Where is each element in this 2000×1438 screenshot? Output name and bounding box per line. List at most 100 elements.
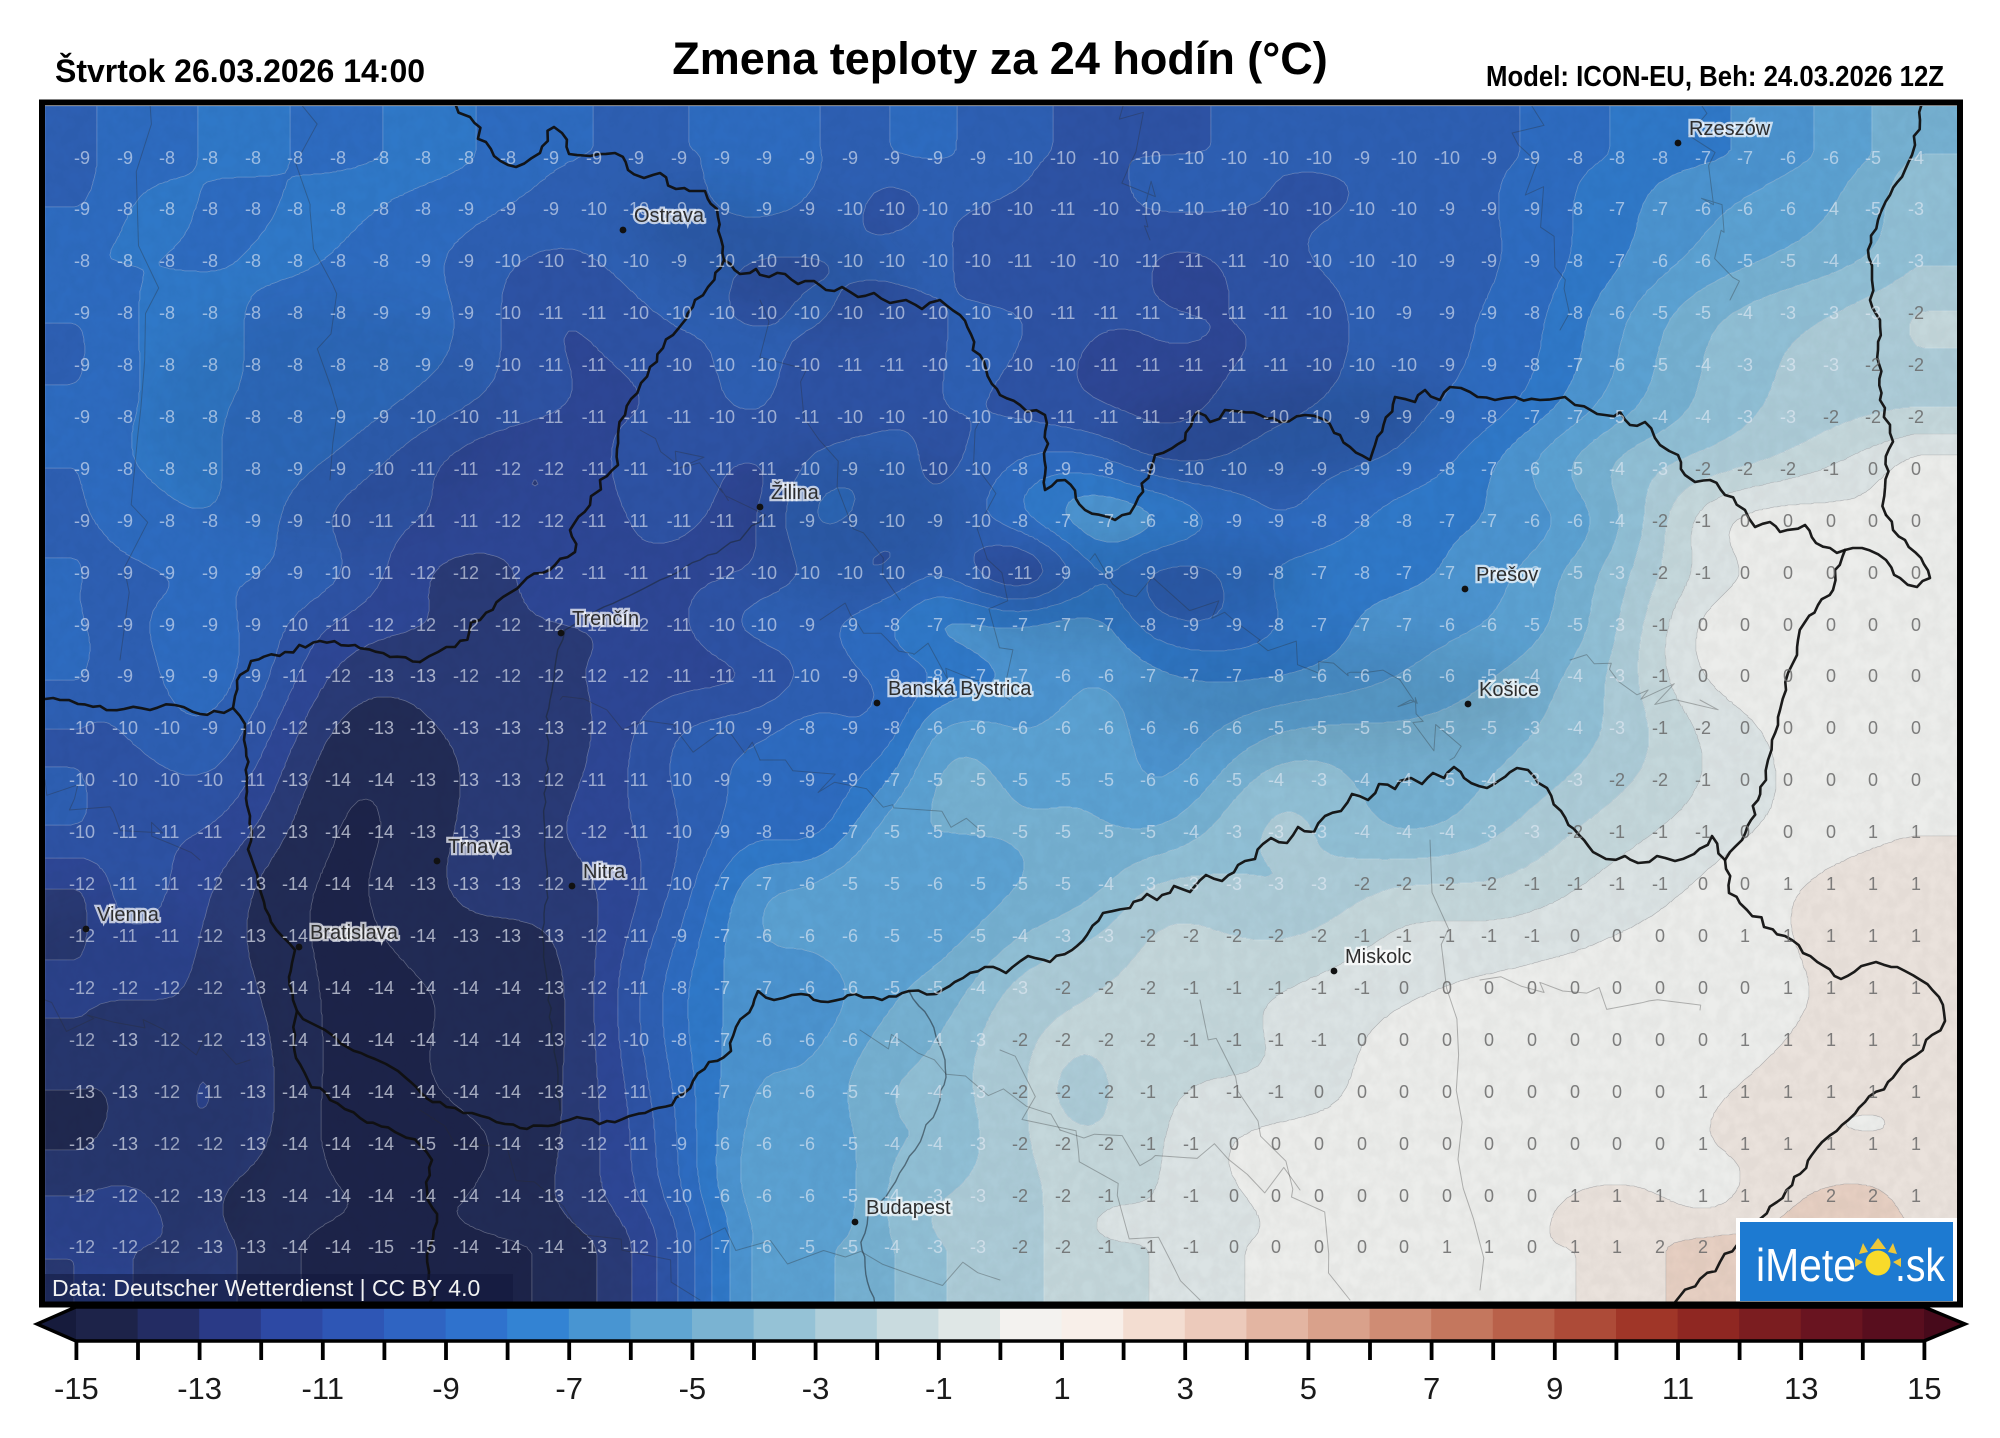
svg-text:-7: -7: [714, 1030, 730, 1050]
svg-text:-9: -9: [159, 615, 175, 635]
svg-text:-7: -7: [1737, 148, 1753, 168]
svg-text:11: 11: [1662, 1371, 1694, 1406]
svg-text:-11: -11: [1264, 355, 1289, 375]
svg-text:1: 1: [1740, 926, 1750, 946]
svg-text:-10: -10: [1391, 148, 1417, 168]
svg-text:-11: -11: [880, 355, 905, 375]
svg-text:0: 0: [1911, 615, 1921, 635]
svg-text:-14: -14: [325, 1134, 351, 1154]
svg-text:1: 1: [1783, 1134, 1793, 1154]
svg-text:-13: -13: [282, 822, 308, 842]
svg-text:-8: -8: [159, 355, 175, 375]
svg-text:0: 0: [1740, 615, 1750, 635]
svg-text:1: 1: [1911, 874, 1921, 894]
svg-text:-2: -2: [1012, 1134, 1028, 1154]
svg-text:0: 0: [1484, 1134, 1494, 1154]
svg-text:0: 0: [1612, 1030, 1622, 1050]
svg-text:-1: -1: [1183, 978, 1199, 998]
svg-text:-10: -10: [197, 770, 223, 790]
svg-text:-11: -11: [1051, 199, 1076, 219]
svg-text:-9: -9: [74, 303, 90, 323]
svg-text:-6: -6: [1481, 563, 1497, 583]
svg-text:-10: -10: [965, 459, 991, 479]
svg-text:0: 0: [1399, 1030, 1409, 1050]
svg-text:-10: -10: [1391, 355, 1417, 375]
svg-text:15: 15: [1907, 1371, 1941, 1406]
svg-text:-14: -14: [495, 1030, 521, 1050]
svg-text:-9: -9: [202, 666, 218, 686]
svg-text:-8: -8: [1012, 459, 1028, 479]
svg-text:1: 1: [1911, 978, 1921, 998]
svg-text:-8: -8: [884, 615, 900, 635]
svg-text:Miskolc: Miskolc: [1345, 946, 1412, 968]
svg-text:-8: -8: [159, 251, 175, 271]
svg-text:-8: -8: [74, 251, 90, 271]
svg-text:0: 0: [1783, 770, 1793, 790]
svg-text:9: 9: [1546, 1371, 1563, 1406]
svg-text:-8: -8: [202, 407, 218, 427]
svg-text:-11: -11: [624, 718, 649, 738]
svg-text:-5: -5: [842, 874, 858, 894]
svg-text:-8: -8: [373, 199, 389, 219]
svg-text:-8: -8: [1012, 511, 1028, 531]
svg-text:-10: -10: [837, 563, 863, 583]
svg-text:13: 13: [1784, 1371, 1818, 1406]
svg-text:Model: ICON-EU, Beh: 24.03.202: Model: ICON-EU, Beh: 24.03.2026 12Z: [1486, 61, 1944, 93]
svg-text:-3: -3: [1780, 407, 1796, 427]
svg-text:-2: -2: [1268, 926, 1284, 946]
svg-text:-11: -11: [1051, 407, 1076, 427]
svg-text:-14: -14: [282, 1134, 308, 1154]
svg-text:-3: -3: [1823, 303, 1839, 323]
svg-text:-5: -5: [1055, 822, 1071, 842]
svg-text:-6: -6: [799, 926, 815, 946]
svg-text:-12: -12: [538, 511, 564, 531]
svg-text:-12: -12: [453, 563, 479, 583]
svg-text:-2: -2: [1908, 355, 1924, 375]
svg-text:-9: -9: [432, 1371, 460, 1406]
svg-text:-8: -8: [1268, 666, 1284, 686]
svg-text:-12: -12: [495, 563, 521, 583]
svg-text:Vienna: Vienna: [97, 904, 160, 926]
svg-text:1: 1: [1484, 1237, 1494, 1257]
svg-text:-2: -2: [1055, 1134, 1071, 1154]
svg-text:-9: -9: [159, 666, 175, 686]
svg-text:-10: -10: [666, 1186, 692, 1206]
svg-text:-10: -10: [495, 303, 521, 323]
svg-text:-13: -13: [240, 1134, 266, 1154]
svg-text:-8: -8: [245, 407, 261, 427]
svg-text:-12: -12: [69, 1186, 95, 1206]
svg-text:1: 1: [1911, 1134, 1921, 1154]
svg-text:-6: -6: [1780, 199, 1796, 219]
svg-text:-11: -11: [624, 770, 649, 790]
svg-text:-13: -13: [495, 926, 521, 946]
svg-text:-11: -11: [710, 666, 735, 686]
svg-text:-1: -1: [1524, 874, 1540, 894]
svg-text:-6: -6: [1439, 666, 1455, 686]
svg-text:-11: -11: [302, 1371, 345, 1406]
svg-text:1: 1: [1740, 1186, 1750, 1206]
svg-text:-5: -5: [1652, 303, 1668, 323]
svg-text:-9: -9: [842, 718, 858, 738]
svg-text:-5: -5: [1012, 874, 1028, 894]
svg-text:-6: -6: [799, 1030, 815, 1050]
svg-text:-10: -10: [1007, 148, 1033, 168]
svg-text:-3: -3: [1908, 251, 1924, 271]
svg-text:0: 0: [1911, 666, 1921, 686]
svg-text:-13: -13: [453, 926, 479, 946]
svg-text:-2: -2: [1140, 978, 1156, 998]
svg-text:-5: -5: [842, 1134, 858, 1154]
svg-text:-9: -9: [1524, 148, 1540, 168]
svg-text:-12: -12: [410, 615, 436, 635]
svg-text:0: 0: [1314, 1134, 1324, 1154]
svg-text:1: 1: [1783, 1082, 1793, 1102]
svg-text:-7: -7: [1609, 251, 1625, 271]
svg-text:-10: -10: [879, 511, 905, 531]
svg-text:-4: -4: [1268, 770, 1284, 790]
svg-text:-12: -12: [197, 874, 223, 894]
svg-text:-6: -6: [1311, 666, 1327, 686]
svg-text:-11: -11: [624, 1134, 649, 1154]
svg-text:-10: -10: [1306, 303, 1332, 323]
svg-text:-13: -13: [410, 770, 436, 790]
svg-text:-1: -1: [1183, 1237, 1199, 1257]
svg-text:-1: -1: [1226, 978, 1242, 998]
